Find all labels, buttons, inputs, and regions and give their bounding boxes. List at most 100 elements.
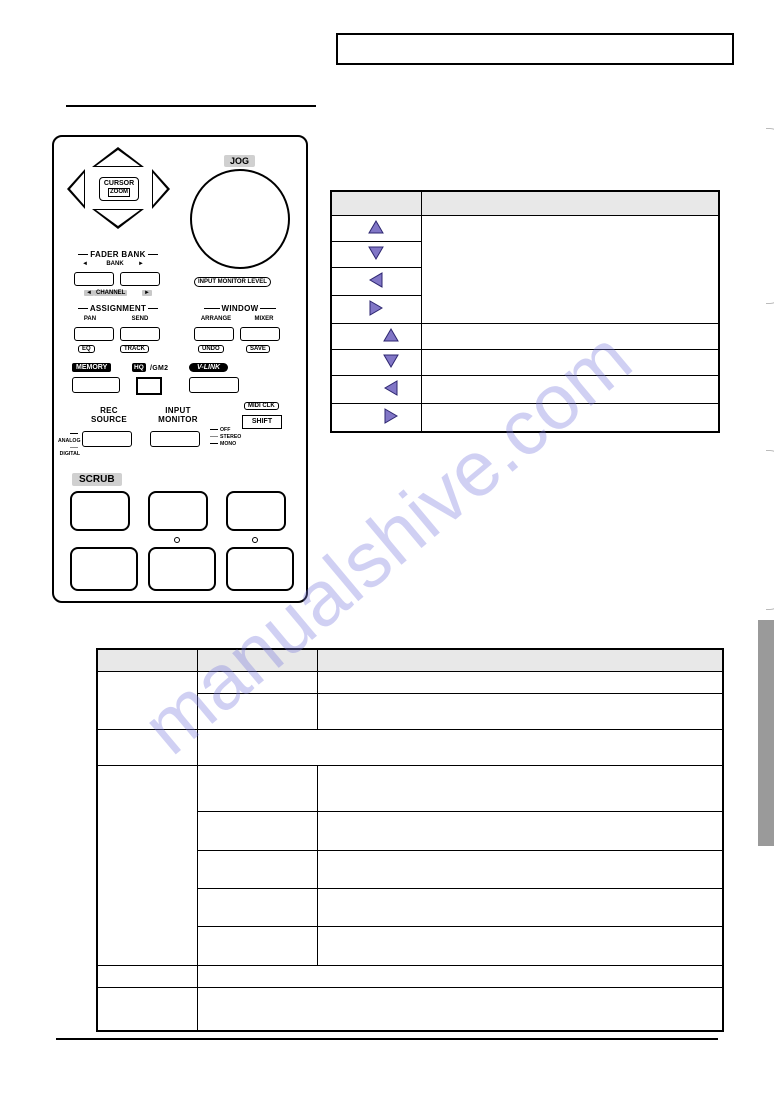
arrow-down-shift-cell (331, 349, 421, 375)
pad-3[interactable] (226, 491, 286, 531)
hq-display (136, 377, 162, 395)
shift-desc-cell (421, 349, 719, 375)
window-label: WINDOW (182, 304, 298, 313)
pan-label: PAN (78, 316, 102, 322)
table-row (331, 323, 719, 349)
device-panel: CURSOR ZOOM JOG INPUT MONITOR LEVEL FADE… (52, 135, 308, 603)
footer-rule (56, 1038, 718, 1040)
shift-button[interactable]: SHIFT (242, 415, 282, 429)
shift-desc-cell (421, 375, 719, 403)
arrow-left-cell (331, 267, 421, 295)
section-title-rule (66, 105, 316, 107)
table-row (97, 671, 723, 693)
vlink-button[interactable] (189, 377, 239, 393)
arrow-left-icon (384, 380, 398, 396)
bank-prev-button[interactable] (74, 272, 114, 286)
table-header (421, 191, 719, 215)
function-table (96, 648, 724, 1032)
cursor-down-inner (96, 210, 140, 226)
table-row (331, 403, 719, 432)
zoom-label: ZOOM (108, 188, 130, 197)
table-row (331, 375, 719, 403)
pad-1[interactable] (70, 491, 130, 531)
analog-digital-labels: ANALOGDIGITAL (58, 431, 80, 458)
pad-2[interactable] (148, 491, 208, 531)
bank-next-button[interactable] (120, 272, 160, 286)
assignment-label: ASSIGNMENT (64, 304, 172, 313)
pan-button[interactable] (74, 327, 114, 341)
gm2-label: /GM2 (150, 365, 168, 372)
arrow-down-cell (331, 241, 421, 267)
table-row (97, 729, 723, 765)
shift-desc-cell (421, 403, 719, 432)
rec-source-label: RECSOURCE (84, 407, 134, 425)
cursor-zoom-button[interactable]: CURSOR ZOOM (99, 177, 139, 201)
arrow-right-shift-cell (331, 403, 421, 432)
table-header (97, 649, 197, 671)
arrow-up-icon (383, 328, 399, 342)
table-header (331, 191, 421, 215)
header-title-box (336, 33, 734, 65)
table-header (197, 649, 317, 671)
mixer-button[interactable] (240, 327, 280, 341)
table-row (97, 765, 723, 812)
bank-left-label: ◄ (82, 261, 88, 267)
channel-label: CHANNEL (94, 290, 127, 296)
channel-left-label: ◄ (84, 290, 94, 296)
arrow-left-shift-cell (331, 375, 421, 403)
arrow-right-cell (331, 295, 421, 323)
send-button[interactable] (120, 327, 160, 341)
cursor-right-inner (153, 173, 167, 205)
shift-desc-cell (421, 323, 719, 349)
mixer-label: MIXER (250, 316, 278, 322)
arrow-up-icon (368, 220, 384, 234)
jog-label: JOG (224, 155, 255, 167)
memory-button[interactable] (72, 377, 120, 393)
cursor-label: CURSOR (104, 180, 134, 187)
arrow-down-icon (383, 354, 399, 368)
vlink-label: V-LINK (189, 363, 228, 372)
table-row (97, 987, 723, 1031)
cursor-desc-cell (421, 215, 719, 323)
track-label: TRACK (120, 345, 149, 353)
arrow-up-shift-cell (331, 323, 421, 349)
sidebar-grey (758, 620, 774, 846)
arrow-right-icon (384, 408, 398, 424)
cursor-up-inner (96, 150, 140, 166)
input-monitor-level-label: INPUT MONITOR LEVEL (194, 277, 271, 287)
bank-right-label: ► (138, 261, 144, 267)
hq-chip: HQ (132, 363, 146, 372)
cursor-function-table (330, 190, 720, 433)
rec-source-button[interactable] (82, 431, 132, 447)
arrange-label: ARRANGE (198, 316, 234, 322)
led-dot (252, 537, 258, 543)
input-monitor-button[interactable] (150, 431, 200, 447)
jog-wheel[interactable] (190, 169, 290, 269)
table-header (317, 649, 723, 671)
pad-6[interactable] (226, 547, 294, 591)
bank-label: BANK (100, 261, 130, 267)
arrow-up-cell (331, 215, 421, 241)
page-edge-bump (766, 128, 774, 304)
channel-right-label: ► (142, 290, 152, 296)
cursor-left-inner (70, 173, 84, 205)
undo-label: UNDO (198, 345, 224, 353)
eq-label: EQ (78, 345, 95, 353)
send-label: SEND (126, 316, 154, 322)
arrange-button[interactable] (194, 327, 234, 341)
arrow-right-icon (369, 300, 383, 316)
fader-bank-label: FADER BANK (66, 250, 170, 259)
memory-label: MEMORY (72, 363, 111, 372)
table-row (331, 215, 719, 241)
table-row (97, 965, 723, 987)
pad-5[interactable] (148, 547, 216, 591)
save-label: SAVE (246, 345, 270, 353)
pad-4[interactable] (70, 547, 138, 591)
page-edge-bump (766, 450, 774, 610)
scrub-label: SCRUB (72, 473, 122, 486)
input-monitor-label: INPUTMONITOR (150, 407, 206, 425)
midi-clk-label: MIDI CLK (244, 402, 279, 410)
arrow-down-icon (368, 246, 384, 260)
led-dot (174, 537, 180, 543)
off-stereo-mono-labels: OFFSTEREOMONO (210, 427, 241, 447)
